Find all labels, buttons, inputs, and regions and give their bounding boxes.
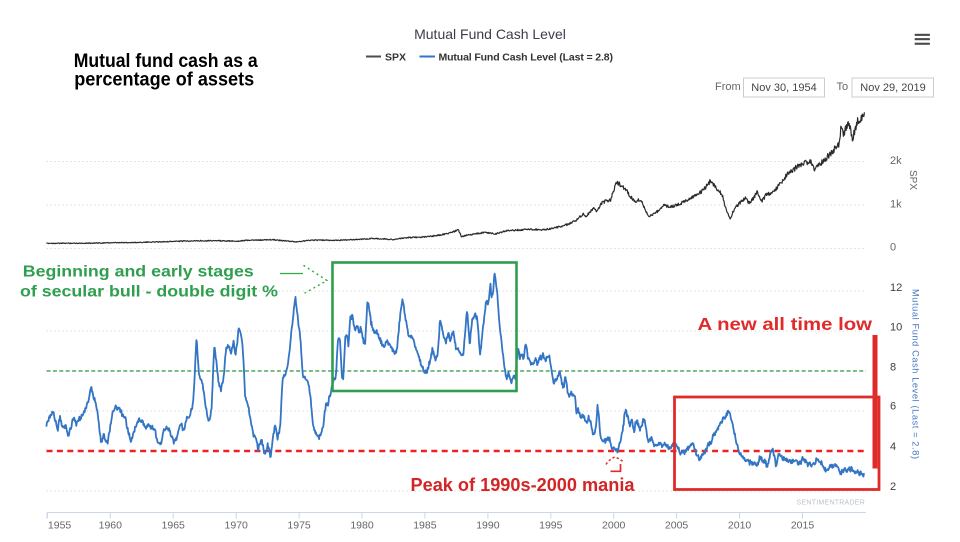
svg-text:Beginning and early stages: Beginning and early stages [23,264,254,281]
svg-text:1970: 1970 [225,520,249,532]
svg-text:2: 2 [890,481,896,493]
svg-text:1990: 1990 [476,520,500,532]
svg-text:2k: 2k [890,155,902,167]
svg-text:From: From [715,81,741,93]
svg-text:Mutual Fund Cash Level (Last =: Mutual Fund Cash Level (Last = 2.8) [439,52,614,64]
svg-text:2015: 2015 [791,520,815,532]
svg-text:12: 12 [890,282,902,294]
svg-text:1960: 1960 [99,520,123,532]
svg-text:Mutual Fund Cash Level (Last =: Mutual Fund Cash Level (Last = 2.8) [911,289,921,459]
svg-text:of secular bull - double digit: of secular bull - double digit % [20,284,278,301]
svg-text:Nov 30, 1954: Nov 30, 1954 [751,82,816,94]
svg-text:1975: 1975 [287,520,311,532]
svg-text:1k: 1k [890,199,902,211]
svg-text:1980: 1980 [350,520,374,532]
svg-text:Peak of 1990s-2000 mania: Peak of 1990s-2000 mania [411,475,636,495]
svg-text:6: 6 [890,401,896,413]
svg-text:percentage of assets: percentage of assets [74,70,254,91]
svg-text:SENTIMENTRADER: SENTIMENTRADER [797,500,865,507]
svg-text:2005: 2005 [665,520,689,532]
svg-text:10: 10 [890,322,902,334]
svg-text:Mutual Fund Cash Level: Mutual Fund Cash Level [414,26,566,42]
svg-text:A new all time low: A new all time low [698,314,873,334]
svg-text:1965: 1965 [162,520,186,532]
svg-text:1955: 1955 [48,520,72,532]
svg-text:2010: 2010 [728,520,752,532]
svg-text:Nov 29, 2019: Nov 29, 2019 [860,82,925,94]
svg-text:1985: 1985 [413,520,437,532]
svg-text:0: 0 [890,242,896,254]
svg-text:SPX: SPX [385,52,406,64]
svg-text:Mutual fund cash as a: Mutual fund cash as a [74,51,258,72]
svg-text:2000: 2000 [602,520,626,532]
svg-text:8: 8 [890,362,896,374]
svg-text:SPX: SPX [907,170,918,190]
svg-text:To: To [837,81,849,93]
svg-text:4: 4 [890,441,896,453]
svg-text:1995: 1995 [539,520,563,532]
